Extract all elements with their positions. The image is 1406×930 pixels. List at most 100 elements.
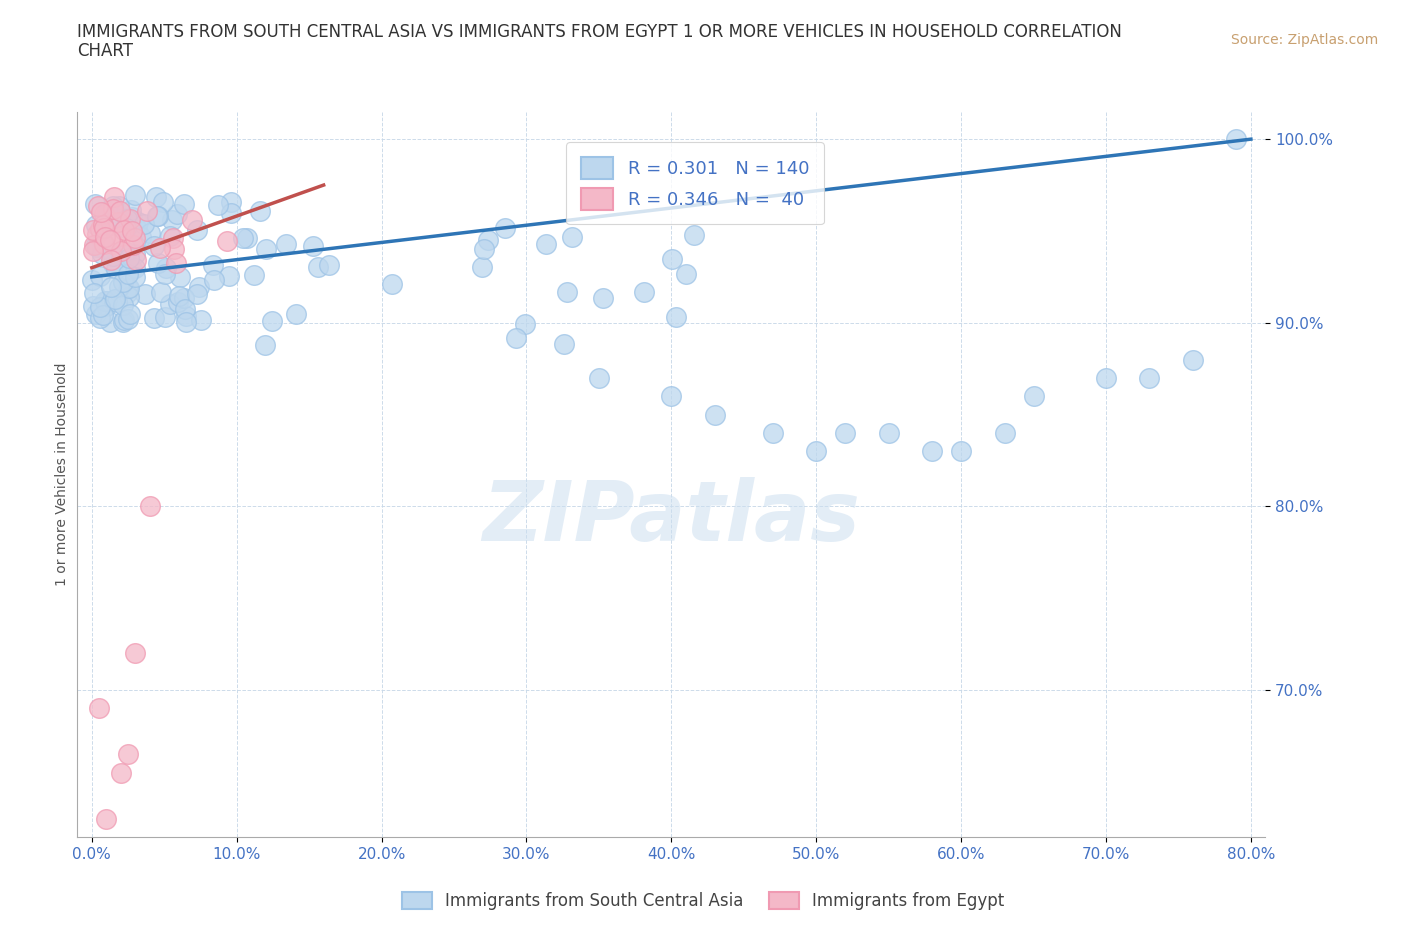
Point — [553, 337, 575, 352]
Point — [105, 261, 128, 276]
Point — [1225, 132, 1247, 147]
Point — [107, 214, 129, 229]
Point — [117, 747, 139, 762]
Point — [82, 244, 104, 259]
Point — [93, 206, 115, 221]
Point — [318, 257, 340, 272]
Point — [90, 232, 112, 246]
Point — [495, 221, 517, 236]
Point — [1022, 389, 1045, 404]
Point — [115, 245, 138, 259]
Point — [190, 312, 212, 327]
Point — [125, 221, 148, 236]
Point — [159, 296, 181, 311]
Point — [169, 270, 191, 285]
Point — [110, 203, 132, 218]
Point — [174, 314, 197, 329]
Point — [162, 231, 184, 246]
Point — [186, 223, 208, 238]
Point — [117, 312, 139, 326]
Point — [107, 259, 129, 273]
Point — [115, 286, 138, 300]
Point — [124, 646, 146, 661]
Point — [83, 238, 105, 253]
Point — [207, 197, 229, 212]
Point — [110, 765, 132, 780]
Point — [91, 246, 114, 261]
Legend: R = 0.301   N = 140, R = 0.346   N =  40: R = 0.301 N = 140, R = 0.346 N = 40 — [567, 142, 824, 224]
Point — [186, 286, 208, 301]
Point — [100, 209, 122, 224]
Point — [100, 280, 122, 295]
Point — [117, 267, 139, 282]
Point — [118, 251, 141, 266]
Point — [877, 426, 900, 441]
Point — [98, 314, 121, 329]
Point — [254, 242, 277, 257]
Point — [118, 290, 141, 305]
Point — [134, 286, 156, 301]
Point — [124, 231, 146, 246]
Point — [135, 204, 157, 219]
Point — [180, 213, 202, 228]
Point — [121, 210, 143, 225]
Point — [86, 227, 108, 242]
Point — [86, 239, 108, 254]
Point — [381, 277, 404, 292]
Point — [121, 223, 143, 238]
Point — [124, 188, 146, 203]
Point — [100, 253, 122, 268]
Point — [90, 205, 112, 219]
Point — [87, 701, 110, 716]
Point — [117, 280, 139, 295]
Point — [534, 237, 557, 252]
Point — [149, 285, 172, 299]
Point — [163, 242, 186, 257]
Point — [127, 215, 149, 230]
Point — [82, 299, 104, 313]
Point — [561, 230, 583, 245]
Point — [101, 248, 124, 263]
Point — [124, 246, 146, 261]
Point — [472, 241, 495, 256]
Point — [94, 230, 117, 245]
Point — [633, 285, 655, 299]
Point — [110, 229, 132, 244]
Point — [201, 258, 224, 272]
Point — [683, 228, 706, 243]
Point — [112, 248, 135, 263]
Point — [98, 232, 121, 247]
Point — [236, 231, 259, 246]
Point — [152, 194, 174, 209]
Point — [1139, 370, 1161, 385]
Point — [243, 268, 266, 283]
Point — [93, 307, 115, 322]
Point — [1095, 370, 1118, 385]
Point — [114, 211, 136, 226]
Point — [93, 237, 115, 252]
Point — [118, 281, 141, 296]
Point — [950, 444, 973, 458]
Point — [112, 312, 135, 327]
Point — [254, 338, 277, 352]
Point — [513, 316, 536, 331]
Point — [94, 294, 117, 309]
Point — [89, 311, 111, 325]
Point — [110, 244, 132, 259]
Text: CHART: CHART — [77, 42, 134, 60]
Point — [703, 407, 725, 422]
Point — [96, 294, 118, 309]
Point — [155, 310, 177, 325]
Point — [762, 426, 785, 441]
Point — [174, 308, 197, 323]
Legend: Immigrants from South Central Asia, Immigrants from Egypt: Immigrants from South Central Asia, Immi… — [395, 885, 1011, 917]
Text: Source: ZipAtlas.com: Source: ZipAtlas.com — [1230, 33, 1378, 46]
Point — [262, 314, 284, 329]
Point — [84, 218, 107, 232]
Point — [218, 269, 240, 284]
Point — [477, 232, 499, 247]
Point — [167, 295, 190, 310]
Point — [143, 239, 166, 254]
Point — [471, 259, 494, 274]
Point — [91, 218, 114, 232]
